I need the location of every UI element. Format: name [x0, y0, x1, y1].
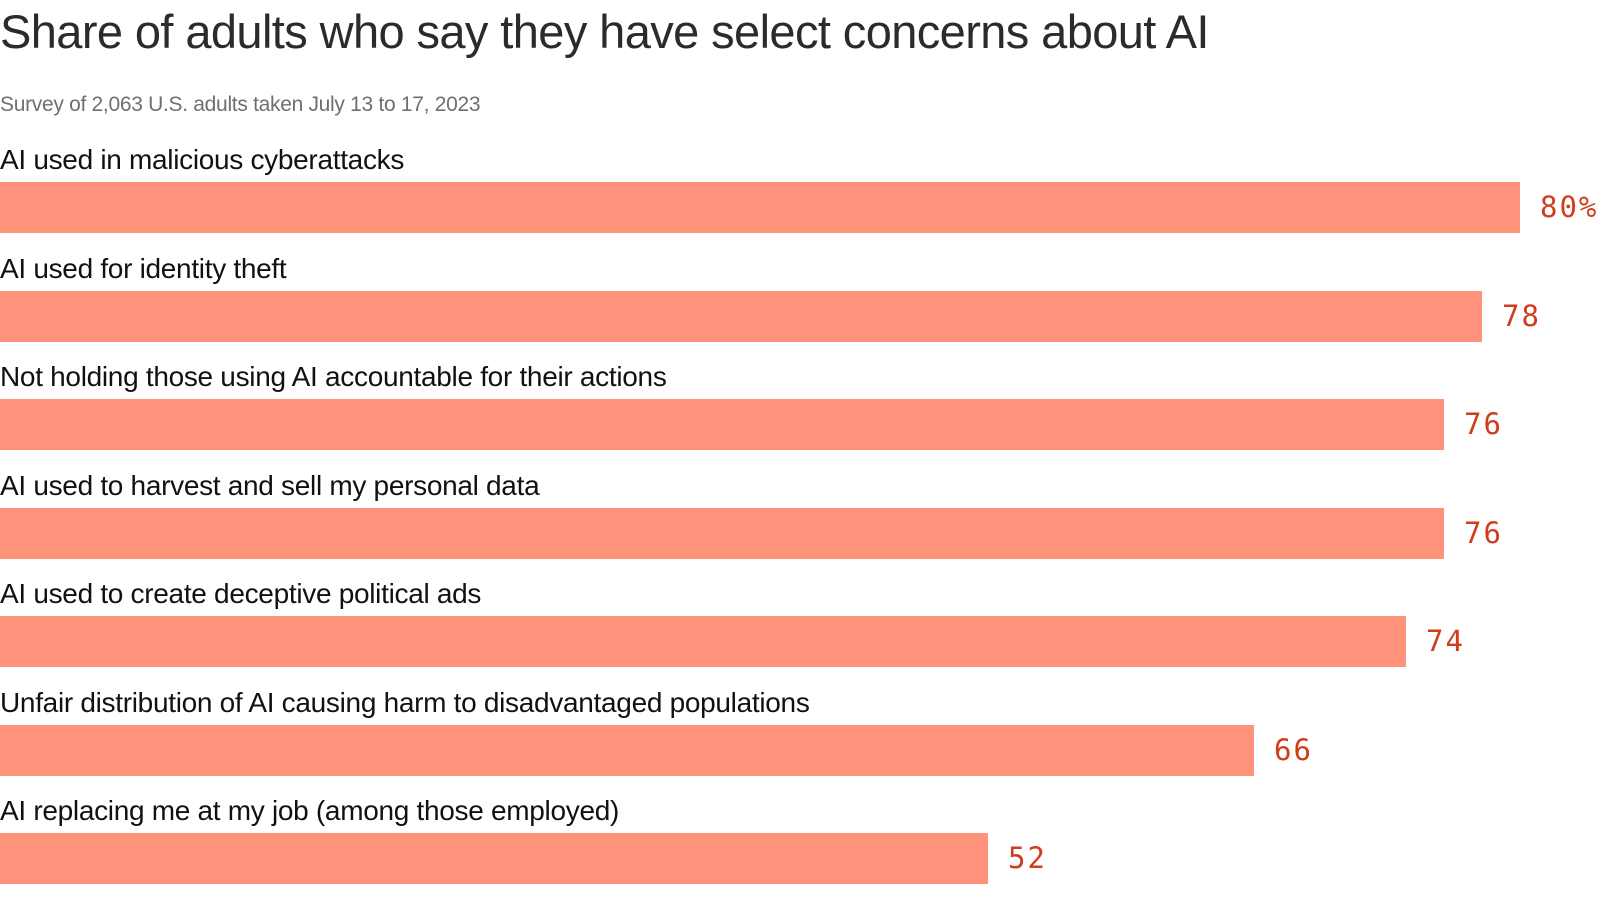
value-label: 78: [1502, 298, 1541, 333]
bar: [0, 507, 1444, 559]
value-label: 76: [1464, 407, 1503, 441]
bar: [0, 290, 1482, 342]
category-label: Unfair distribution of AI causing harm t…: [0, 686, 810, 718]
category-label: AI used to create deceptive political ad…: [0, 578, 482, 609]
bar: [0, 833, 988, 884]
category-label: AI replacing me at my job (among those e…: [0, 795, 620, 826]
category-label: AI used to harvest and sell my personal …: [0, 469, 540, 501]
category-label: AI used in malicious cyberattacks: [0, 144, 405, 175]
bar: [0, 616, 1406, 667]
value-label: 76: [1464, 515, 1503, 550]
chart-subtitle: Survey of 2,063 U.S. adults taken July 1…: [0, 93, 481, 116]
value-label: 52: [1008, 841, 1047, 875]
value-label: 66: [1274, 732, 1313, 767]
category-label: Not holding those using AI accountable f…: [0, 361, 667, 392]
bar: [0, 182, 1520, 233]
bar: [0, 724, 1254, 776]
bar: [0, 399, 1444, 450]
value-label: 74: [1426, 624, 1465, 658]
chart-title: Share of adults who say they have select…: [0, 5, 1209, 58]
value-label: 80%: [1540, 190, 1599, 224]
category-label: AI used for identity theft: [0, 252, 287, 284]
